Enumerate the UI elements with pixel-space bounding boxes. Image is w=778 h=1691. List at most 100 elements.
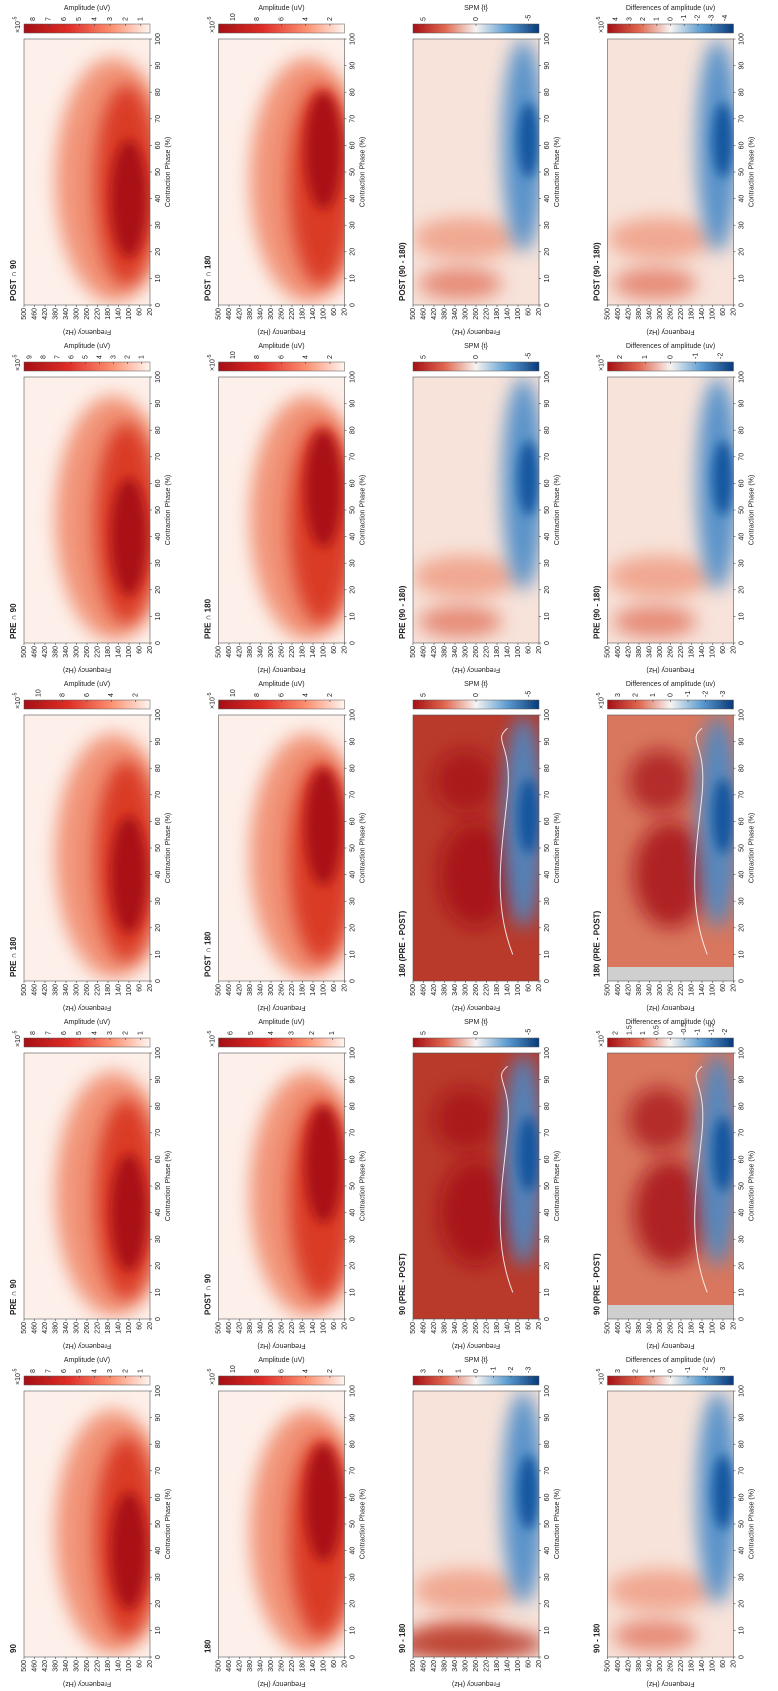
y-tick-label: 300 <box>462 984 469 996</box>
y-tick-label: 140 <box>504 984 511 996</box>
y-tick-label: 180 <box>494 646 501 658</box>
x-tick-label: 60 <box>544 1493 551 1501</box>
colorbar-tick-label: 0 <box>473 1369 480 1373</box>
x-tick-label: 20 <box>738 1600 745 1608</box>
y-tick-label: 100 <box>515 1660 522 1672</box>
x-tick-label: 20 <box>544 1262 551 1270</box>
panel: PRE ∩ 90 0 10 20 30 40 50 60 70 80 90 100 Contractio… <box>9 343 172 673</box>
y-tick-label: 380 <box>636 646 643 658</box>
colorbar-exponent-power: -5 <box>596 1030 602 1035</box>
y-tick-label: 60 <box>525 646 532 654</box>
x-tick-label: 100 <box>544 1047 551 1059</box>
colorbar-tick-label: -2 <box>702 1367 709 1373</box>
colorbar-tick-label: 6 <box>228 1031 235 1035</box>
x-tick-label: 80 <box>349 1102 356 1110</box>
y-tick-label: 500 <box>21 984 28 996</box>
colorbar-exponent: ×10 <box>15 1035 22 1047</box>
colorbar-tick-label: -1 <box>681 15 688 21</box>
x-tick-label: 60 <box>349 479 356 487</box>
panel: 90 0 10 20 30 40 50 60 70 80 90 100 Contraction Phas… <box>9 1357 172 1687</box>
panel: PRE ∩ 180 0 10 20 30 40 50 60 70 80 90 100 Contracti… <box>204 343 367 673</box>
y-axis-label: Frequency (Hz) <box>646 1680 694 1687</box>
y-tick-label: 300 <box>462 308 469 320</box>
colorbar-exponent: ×10 <box>598 21 605 33</box>
y-tick-label: 260 <box>667 1322 674 1334</box>
y-tick-label: 140 <box>310 646 317 658</box>
colorbar-tick-label: 5 <box>420 1031 427 1035</box>
x-tick-label: 100 <box>349 1047 356 1059</box>
y-tick-label: 60 <box>136 1322 143 1330</box>
colorbar-tick-label: 5 <box>420 355 427 359</box>
colorbar-tick-label: 8 <box>254 17 261 21</box>
y-tick-label: 180 <box>494 308 501 320</box>
y-tick-label: 300 <box>657 984 664 996</box>
x-tick-label: 100 <box>544 371 551 383</box>
colorbar-exponent-power: -5 <box>12 354 18 359</box>
x-tick-label: 0 <box>738 303 745 307</box>
colorbar <box>218 1037 345 1048</box>
y-tick-label: 20 <box>536 1660 543 1668</box>
x-tick-label: 60 <box>544 817 551 825</box>
colorbar-exponent-power: -5 <box>596 16 602 21</box>
colorbar-tick-label: -5 <box>525 691 532 697</box>
panel: PRE ∩ 180 0 10 20 30 40 50 60 70 80 90 100 Contracti… <box>9 681 172 1011</box>
x-tick-label: 90 <box>155 62 162 70</box>
heatmap-blob <box>712 778 734 854</box>
colorbar-tick-label: -2 <box>722 1029 729 1035</box>
heatmap-bg <box>607 1305 734 1319</box>
heatmap-blob <box>413 1627 539 1657</box>
x-tick-label: 100 <box>738 1385 745 1397</box>
panel: 180 0 10 20 30 40 50 60 70 80 90 100 Contraction Pha… <box>204 1357 367 1687</box>
colorbar-tick-label: -3 <box>525 1367 532 1373</box>
y-tick-label: 180 <box>688 1660 695 1672</box>
x-tick-label: 90 <box>155 400 162 408</box>
y-tick-label: 500 <box>21 308 28 320</box>
colorbar-tick-label: 2 <box>632 1369 639 1373</box>
colorbar-tick-label: 2 <box>613 1031 620 1035</box>
colorbar <box>23 1375 151 1386</box>
y-tick-label: 20 <box>341 984 348 992</box>
y-tick-label: 60 <box>720 308 727 316</box>
y-tick-label: 100 <box>126 308 133 320</box>
colorbar-tick-label: 8 <box>30 17 37 21</box>
y-tick-label: 500 <box>604 1322 611 1334</box>
colorbar-label: Amplitude (uV) <box>258 343 304 350</box>
y-tick-label: 180 <box>105 1660 112 1672</box>
y-tick-label: 380 <box>441 1322 448 1334</box>
colorbar-label: Amplitude (uV) <box>64 5 110 12</box>
colorbar-tick-label: 2 <box>327 1369 334 1373</box>
colorbar-tick-label: -1.5 <box>708 1023 715 1035</box>
y-tick-label: 340 <box>646 308 653 320</box>
y-tick-label: 220 <box>94 984 101 996</box>
y-tick-label: 180 <box>299 1660 306 1672</box>
y-tick-label: 340 <box>452 1660 459 1672</box>
panel-title: PRE (90 - 180) <box>593 585 602 639</box>
x-tick-label: 30 <box>155 1235 162 1243</box>
y-axis-label: Frequency (Hz) <box>63 328 111 335</box>
x-tick-label: 10 <box>155 612 162 620</box>
y-tick-label: 340 <box>257 1660 264 1672</box>
y-tick-label: 500 <box>215 646 222 658</box>
colorbar-exponent-power: -5 <box>207 1030 213 1035</box>
x-tick-label: 30 <box>544 221 551 229</box>
y-axis-label: Frequency (Hz) <box>63 1680 111 1687</box>
y-tick-label: 260 <box>278 646 285 658</box>
y-axis-label: Frequency (Hz) <box>452 1680 500 1687</box>
heatmap-blob <box>633 1159 708 1266</box>
x-tick-label: 10 <box>349 1626 356 1634</box>
x-axis-label: Contraction Phase (%) <box>554 813 561 883</box>
x-tick-label: 50 <box>349 168 356 176</box>
y-tick-label: 140 <box>699 308 706 320</box>
heatmap <box>218 377 345 643</box>
colorbar-tick-label: 8 <box>254 693 261 697</box>
x-tick-label: 40 <box>155 533 162 541</box>
y-tick-label: 460 <box>615 1660 622 1672</box>
x-tick-label: 60 <box>544 1155 551 1163</box>
colorbar-tick-label: 5 <box>420 693 427 697</box>
x-tick-label: 40 <box>738 1209 745 1217</box>
y-tick-label: 420 <box>431 1322 438 1334</box>
x-tick-label: 50 <box>349 844 356 852</box>
y-tick-label: 340 <box>257 984 264 996</box>
y-tick-label: 260 <box>84 1322 91 1334</box>
colorbar-tick-label: -1 <box>490 1367 497 1373</box>
